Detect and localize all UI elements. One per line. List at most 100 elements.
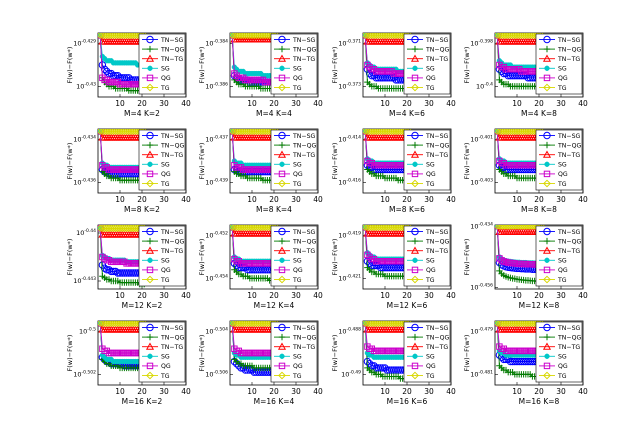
series-line-SG <box>231 323 277 358</box>
legend-label: SG <box>426 66 435 73</box>
subplot-ylabel: F(w)−F(w*) <box>331 239 339 276</box>
subplot-1: 10-0.429 10-0.43 10 20 30 40 M=4 K=2 F(w)−F(w*)… <box>66 32 191 118</box>
data-point-QG <box>364 61 371 69</box>
legend-label: TN−QG <box>557 142 581 149</box>
subplot-ylabel: F(w)−F(w*) <box>66 47 74 84</box>
y-tick-label: 10-0.439 <box>205 177 228 186</box>
data-point-TN−SG <box>107 69 115 78</box>
data-point-TG <box>519 225 528 230</box>
legend-marker <box>146 170 154 178</box>
subplot-7: 10-0.414 10-0.416 10 20 30 40 M=8 K=6 F(w)−F(w*… <box>331 128 456 214</box>
legend-marker <box>146 83 154 92</box>
x-tick-label: 40 <box>578 291 588 300</box>
y-tick-label: 10-0.414 <box>338 135 361 144</box>
y-tick-label: 10-0.384 <box>205 39 228 48</box>
x-tick-label: 30 <box>556 291 566 300</box>
legend-marker <box>278 323 286 332</box>
x-tick-label: 40 <box>313 99 323 108</box>
legend: TN−SG TN−QG TN−TG SG QG TG <box>403 129 451 191</box>
legend-marker <box>278 131 286 140</box>
series-line-SG <box>496 131 542 164</box>
legend-label: SG <box>558 258 567 265</box>
subplot-xlabel: M=8 K=2 <box>124 205 160 214</box>
data-point-QG <box>235 347 243 355</box>
y-tick-label: 10-0.454 <box>205 273 228 282</box>
legend: TN−SG TN−QG TN−TG SG QG TG <box>138 321 186 383</box>
subplot-13: 10-0.5 10-0.502 10 20 30 40 M=16 K=2 F(w)−F(w*)… <box>66 320 191 406</box>
legend-marker <box>278 266 286 274</box>
subplot-xlabel: M=12 K=2 <box>122 301 163 310</box>
series-group <box>363 225 414 282</box>
x-tick-label: 30 <box>291 291 301 300</box>
x-tick-label: 40 <box>313 195 323 204</box>
legend-box <box>270 225 318 287</box>
data-point-QG <box>366 253 373 261</box>
x-tick-label: 10 <box>512 195 522 204</box>
legend-marker <box>411 83 419 92</box>
data-point-QG <box>364 157 371 165</box>
legend-marker <box>543 227 551 236</box>
legend-label: TN−SG <box>557 37 581 44</box>
legend-marker <box>411 35 419 44</box>
data-point-QG <box>500 63 508 71</box>
subplot-ylabel: F(w)−F(w*) <box>198 335 206 372</box>
data-point-QG <box>364 343 371 350</box>
subplot-xlabel: M=4 K=4 <box>256 109 292 118</box>
legend-marker <box>544 257 550 263</box>
data-point-QG <box>239 74 247 82</box>
legend-label: QG <box>161 75 171 82</box>
legend-label: QG <box>426 171 436 178</box>
y-tick-label: 10-0.488 <box>338 327 361 336</box>
legend-marker <box>145 150 155 158</box>
legend-marker <box>410 246 420 254</box>
subplot-9: 10-0.44 10-0.443 10 20 30 40 M=12 K=2 F(w)−F(w*… <box>66 224 191 310</box>
legend-marker <box>146 179 154 188</box>
y-tick-label: 10-0.44 <box>76 228 96 237</box>
data-point-QG <box>231 70 238 77</box>
legend-label: SG <box>426 354 435 361</box>
legend-marker <box>278 237 286 245</box>
data-point-TN−SG <box>103 266 111 274</box>
legend-label: QG <box>558 267 568 274</box>
legend-box <box>535 33 583 95</box>
subplot-12: 10-0.434 10-0.456 10 20 30 40 M=12 K=8 F(w)−F(w… <box>463 221 588 310</box>
legend-label: TG <box>160 277 170 284</box>
data-point-QG <box>515 66 523 73</box>
data-point-TG <box>510 225 519 230</box>
legend-label: SG <box>161 66 170 73</box>
x-tick-label: 30 <box>424 195 434 204</box>
data-point-QG <box>370 66 378 73</box>
legend-label: SG <box>161 162 170 169</box>
data-point-QG <box>233 72 240 79</box>
legend-label: TG <box>292 373 302 380</box>
series-line-SG <box>99 131 145 168</box>
data-point-TN−SG <box>381 364 389 372</box>
subplot-ylabel: F(w)−F(w*) <box>463 47 471 84</box>
legend-label: QG <box>161 363 171 370</box>
x-tick-label: 40 <box>446 291 456 300</box>
data-point-TN−SG <box>522 71 530 80</box>
y-tick-label: 10-0.371 <box>338 39 361 48</box>
legend-marker <box>146 275 154 284</box>
legend-marker <box>146 323 154 332</box>
legend-label: TN−QG <box>425 334 449 341</box>
legend-label: TN−TG <box>292 248 315 255</box>
x-tick-label: 30 <box>556 387 566 396</box>
x-tick-label: 30 <box>159 195 169 204</box>
x-tick-label: 20 <box>269 99 279 108</box>
legend-label: TN−QG <box>292 334 316 341</box>
data-point-QG <box>114 78 122 86</box>
data-point-TN−SG <box>100 65 109 73</box>
legend-marker <box>411 266 419 274</box>
subplot-ylabel: F(w)−F(w*) <box>198 239 206 276</box>
data-point-QG <box>103 347 111 355</box>
legend-marker <box>411 362 419 370</box>
x-tick-label: 40 <box>446 387 456 396</box>
x-tick-label: 10 <box>380 99 390 108</box>
data-point-TN−SG <box>111 267 120 276</box>
data-point-TG <box>506 225 515 230</box>
legend-marker <box>411 131 419 140</box>
data-point-TG <box>495 225 502 230</box>
legend-label: TN−QG <box>425 238 449 245</box>
legend-label: TN−QG <box>292 46 316 53</box>
